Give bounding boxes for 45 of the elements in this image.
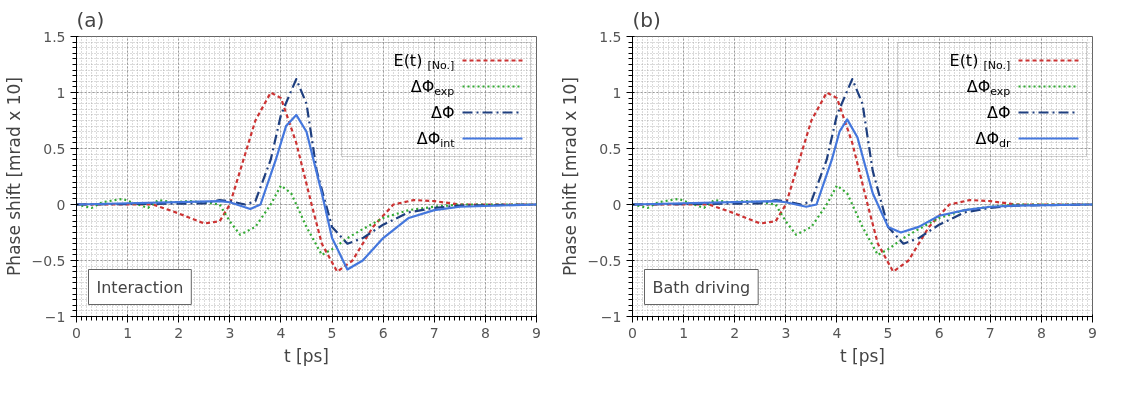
y-tick-label: 0 xyxy=(612,196,622,213)
y-axis-title: Phase shift [mrad x 10] xyxy=(3,77,24,276)
legend-label: ΔΦ xyxy=(430,103,455,122)
annotation: Interaction xyxy=(96,277,184,297)
x-tick-label: 4 xyxy=(276,324,286,341)
y-tick-label: 1 xyxy=(612,84,622,101)
y-tick-label: −0.5 xyxy=(587,252,622,269)
x-tick-label: 0 xyxy=(72,324,81,341)
x-tick-label: 7 xyxy=(985,324,995,341)
y-tick-label: 0.5 xyxy=(599,140,622,157)
x-tick-label: 6 xyxy=(378,324,388,341)
chart-title: (a) xyxy=(76,7,105,32)
x-tick-label: 1 xyxy=(123,324,133,341)
x-tick-label: 1 xyxy=(679,324,689,341)
x-tick-label: 2 xyxy=(174,324,184,341)
y-tick-label: 1.5 xyxy=(43,28,66,45)
x-tick-label: 9 xyxy=(532,324,541,341)
y-tick-label: 1 xyxy=(56,84,66,101)
chart-title: (b) xyxy=(632,7,661,32)
x-tick-label: 4 xyxy=(832,324,842,341)
y-tick-label: −0.5 xyxy=(31,252,66,269)
legend-label: E(t) [No.] xyxy=(949,51,1011,72)
y-tick-label: 0.5 xyxy=(43,140,66,157)
x-tick-label: 5 xyxy=(327,324,337,341)
x-axis-title: t [ps] xyxy=(284,345,329,366)
x-tick-label: 6 xyxy=(934,324,944,341)
legend-label: E(t) [No.] xyxy=(393,51,455,72)
x-tick-label: 9 xyxy=(1088,324,1097,341)
legend-label: ΔΦ xyxy=(986,103,1011,122)
line-series xyxy=(632,118,1093,234)
y-tick-label: −1 xyxy=(600,308,622,325)
y-tick-label: 0 xyxy=(56,196,66,213)
x-tick-label: 2 xyxy=(730,324,740,341)
x-tick-label: 8 xyxy=(1036,324,1046,341)
x-tick-label: 7 xyxy=(429,324,439,341)
y-tick-label: −1 xyxy=(44,308,66,325)
x-tick-label: 8 xyxy=(480,324,490,341)
y-tick-label: 1.5 xyxy=(599,28,622,45)
annotation: Bath driving xyxy=(652,277,751,297)
y-axis-title: Phase shift [mrad x 10] xyxy=(559,77,580,276)
x-tick-label: 3 xyxy=(781,324,791,341)
x-tick-label: 3 xyxy=(225,324,235,341)
x-axis-title: t [ps] xyxy=(840,345,885,366)
x-tick-label: 0 xyxy=(628,324,637,341)
x-tick-label: 5 xyxy=(883,324,893,341)
